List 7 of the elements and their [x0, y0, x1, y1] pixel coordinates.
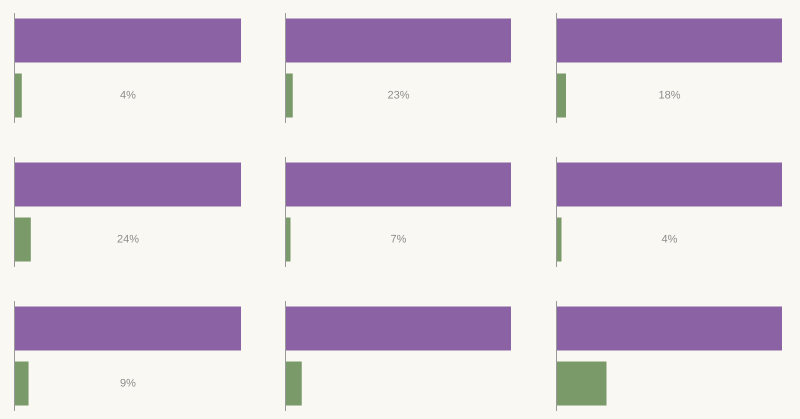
annotation: 18% — [658, 89, 681, 102]
annotation: 7% — [390, 233, 407, 246]
annotation: 23% — [387, 89, 410, 102]
annotation: 4% — [120, 89, 136, 102]
annotation: 24% — [116, 233, 140, 246]
annotation: 9% — [120, 377, 136, 390]
annotation: 4% — [662, 233, 678, 246]
